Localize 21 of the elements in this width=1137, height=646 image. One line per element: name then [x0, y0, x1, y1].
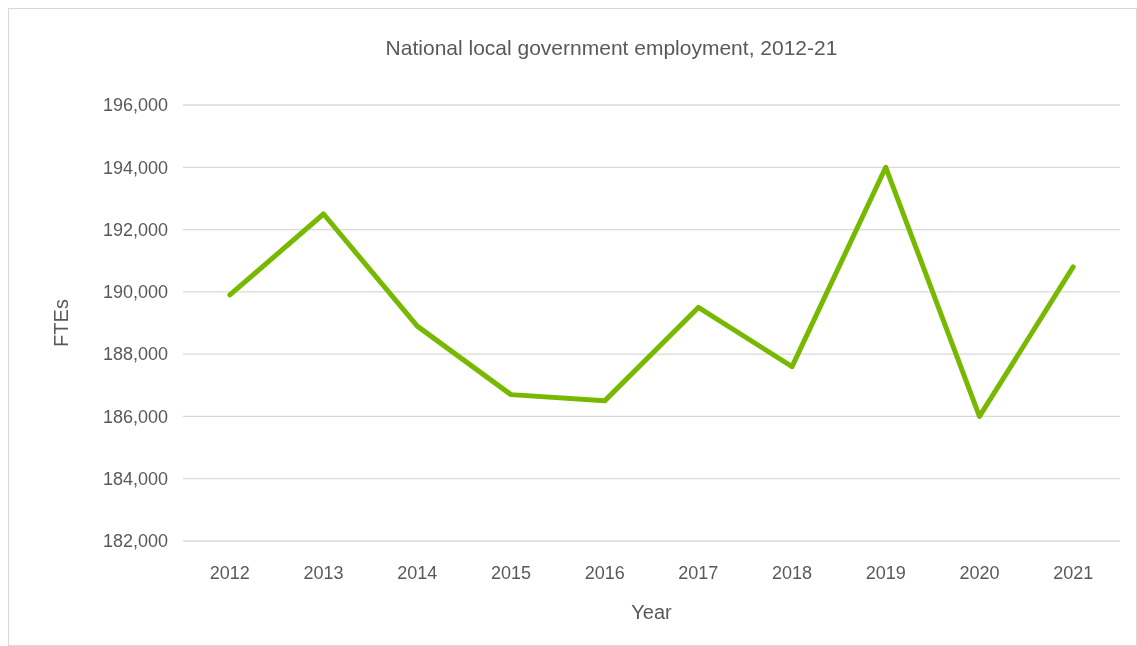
- x-tick-label: 2020: [959, 563, 1000, 583]
- y-tick-label: 190,000: [102, 282, 168, 303]
- x-tick-label: 2021: [1053, 563, 1094, 583]
- x-tick-label: 2013: [303, 563, 344, 583]
- x-tick-label: 2014: [397, 563, 438, 583]
- y-tick-label: 188,000: [102, 344, 168, 365]
- y-tick-label: 182,000: [102, 531, 168, 552]
- x-tick-label: 2017: [678, 563, 719, 583]
- y-tick-label: 184,000: [102, 469, 168, 490]
- y-axis-title: FTEs: [50, 299, 72, 347]
- y-tick-label: 196,000: [102, 95, 168, 116]
- x-tick-label: 2016: [584, 563, 625, 583]
- x-tick-label: 2019: [865, 563, 906, 583]
- y-tick-label: 192,000: [102, 219, 168, 240]
- y-tick-label: 186,000: [102, 406, 168, 427]
- x-tick-label: 2012: [209, 563, 250, 583]
- x-axis-title: Year: [631, 601, 673, 623]
- y-tick-label: 194,000: [102, 157, 168, 178]
- x-tick-label: 2018: [772, 563, 813, 583]
- chart-title: National local government employment, 2012-21: [385, 36, 838, 59]
- x-tick-label: 2015: [490, 563, 531, 583]
